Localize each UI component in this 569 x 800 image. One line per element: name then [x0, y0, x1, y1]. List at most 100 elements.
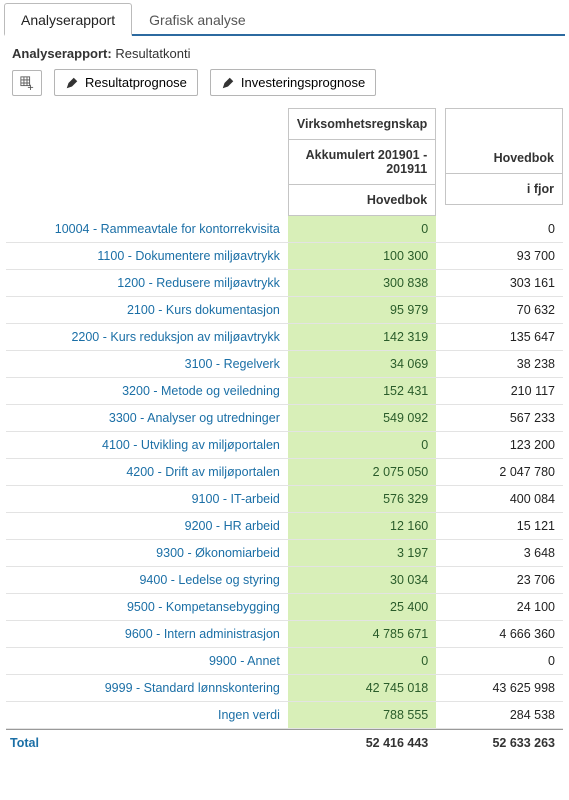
row-value-a: 4 785 671 [288, 621, 436, 648]
row-link[interactable]: 9500 - Kompetansebygging [127, 600, 280, 614]
row-value-b: 284 538 [445, 702, 563, 729]
table-row: 9200 - HR arbeid 12 160 15 121 [6, 513, 563, 540]
table-row: 9900 - Annet 00 [6, 648, 563, 675]
tab-grafisk-analyse[interactable]: Grafisk analyse [132, 3, 262, 34]
row-value-a: 788 555 [288, 702, 436, 729]
row-value-b: 24 100 [445, 594, 563, 621]
row-link[interactable]: Ingen verdi [218, 708, 280, 722]
row-value-a: 30 034 [288, 567, 436, 594]
row-link[interactable]: 9400 - Ledelse og styring [139, 573, 279, 587]
row-link[interactable]: 9999 - Standard lønnskontering [105, 681, 280, 695]
row-value-b: 400 084 [445, 486, 563, 513]
row-value-a: 95 979 [288, 297, 436, 324]
header-empty [6, 108, 288, 216]
col-b-header-line1: Hovedbok [446, 143, 562, 174]
add-column-button[interactable] [12, 70, 42, 96]
table-row: 9500 - Kompetansebygging 25 400 24 100 [6, 594, 563, 621]
pencil-icon [221, 76, 235, 90]
col-a-header: Virksomhetsregnskap Akkumulert 201901 - … [288, 108, 436, 216]
row-link[interactable]: 3100 - Regelverk [185, 357, 280, 371]
row-value-b: 0 [445, 216, 563, 243]
row-value-a: 300 838 [288, 270, 436, 297]
row-value-b: 303 161 [445, 270, 563, 297]
row-value-b: 4 666 360 [445, 621, 563, 648]
row-link[interactable]: 2100 - Kurs dokumentasjon [127, 303, 280, 317]
report-subheader-label: Analyserapport: [12, 46, 112, 61]
row-value-b: 3 648 [445, 540, 563, 567]
row-value-b: 2 047 780 [445, 459, 563, 486]
tab-analyserapport[interactable]: Analyserapport [4, 3, 132, 36]
col-b-header-line2: i fjor [446, 174, 562, 204]
table-row: Ingen verdi 788 555 284 538 [6, 702, 563, 729]
report-table-wrap: Virksomhetsregnskap Akkumulert 201901 - … [6, 108, 563, 756]
row-link[interactable]: 10004 - Rammeavtale for kontorrekvisita [55, 222, 280, 236]
row-value-a: 549 092 [288, 405, 436, 432]
table-row: 2200 - Kurs reduksjon av miljøavtrykk 142… [6, 324, 563, 351]
row-value-b: 210 117 [445, 378, 563, 405]
header-spacer [436, 108, 444, 216]
row-link[interactable]: 9300 - Økonomiarbeid [156, 546, 280, 560]
row-value-a: 0 [288, 216, 436, 243]
row-value-b: 23 706 [445, 567, 563, 594]
row-value-b: 123 200 [445, 432, 563, 459]
report-subheader-value: Resultatkonti [115, 46, 190, 61]
total-col-b: 52 633 263 [445, 729, 563, 756]
table-row: 1100 - Dokumentere miljøavtrykk 100 300 93… [6, 243, 563, 270]
row-link[interactable]: 1200 - Redusere miljøavtrykk [117, 276, 280, 290]
row-value-a: 25 400 [288, 594, 436, 621]
row-value-b: 43 625 998 [445, 675, 563, 702]
row-link[interactable]: 4200 - Drift av miljøportalen [126, 465, 280, 479]
row-link[interactable]: 1100 - Dokumentere miljøavtrykk [97, 249, 279, 263]
row-value-b: 135 647 [445, 324, 563, 351]
row-value-b: 567 233 [445, 405, 563, 432]
table-row: 9600 - Intern administrasjon 4 785 671 4 6… [6, 621, 563, 648]
table-row: 3200 - Metode og veiledning 152 431 210 11… [6, 378, 563, 405]
table-row: 3300 - Analyser og utredninger 549 092 567… [6, 405, 563, 432]
row-link[interactable]: 9200 - HR arbeid [185, 519, 280, 533]
table-row: 9300 - Økonomiarbeid 3 197 3 648 [6, 540, 563, 567]
col-a-header-line2: Akkumulert 201901 - 201911 [289, 140, 435, 185]
investeringsprognose-button[interactable]: Investeringsprognose [210, 69, 376, 96]
row-value-a: 0 [288, 432, 436, 459]
row-value-a: 12 160 [288, 513, 436, 540]
total-col-a: 52 416 443 [288, 729, 436, 756]
row-value-a: 152 431 [288, 378, 436, 405]
row-value-b: 0 [445, 648, 563, 675]
grid-plus-icon [20, 76, 34, 90]
row-value-a: 42 745 018 [288, 675, 436, 702]
col-a-header-line3: Hovedbok [289, 185, 435, 215]
table-row: 10004 - Rammeavtale for kontorrekvisita 0… [6, 216, 563, 243]
row-value-b: 93 700 [445, 243, 563, 270]
row-value-a: 100 300 [288, 243, 436, 270]
table-row: 4200 - Drift av miljøportalen 2 075 050 2 … [6, 459, 563, 486]
tab-strip: Analyserapport Grafisk analyse [4, 3, 565, 36]
row-value-b: 70 632 [445, 297, 563, 324]
row-value-a: 34 069 [288, 351, 436, 378]
row-link[interactable]: 9600 - Intern administrasjon [125, 627, 280, 641]
report-subheader: Analyserapport: Resultatkonti [12, 46, 557, 61]
table-row: 2100 - Kurs dokumentasjon 95 979 70 632 [6, 297, 563, 324]
row-value-a: 3 197 [288, 540, 436, 567]
total-label: Total [6, 729, 288, 756]
row-value-a: 142 319 [288, 324, 436, 351]
resultatprognose-label: Resultatprognose [85, 75, 187, 90]
row-link[interactable]: 4100 - Utvikling av miljøportalen [102, 438, 280, 452]
row-link[interactable]: 3300 - Analyser og utredninger [109, 411, 280, 425]
table-row: 9400 - Ledelse og styring 30 034 23 706 [6, 567, 563, 594]
total-row: Total 52 416 443 52 633 263 [6, 729, 563, 756]
row-value-a: 0 [288, 648, 436, 675]
table-row: 3100 - Regelverk 34 069 38 238 [6, 351, 563, 378]
row-value-b: 38 238 [445, 351, 563, 378]
row-link[interactable]: 9900 - Annet [209, 654, 280, 668]
resultatprognose-button[interactable]: Resultatprognose [54, 69, 198, 96]
table-row: 9999 - Standard lønnskontering 42 745 018… [6, 675, 563, 702]
row-link[interactable]: 9100 - IT-arbeid [192, 492, 280, 506]
row-link[interactable]: 3200 - Metode og veiledning [122, 384, 280, 398]
row-value-a: 2 075 050 [288, 459, 436, 486]
row-value-b: 15 121 [445, 513, 563, 540]
row-value-a: 576 329 [288, 486, 436, 513]
table-row: 4100 - Utvikling av miljøportalen 0 123 20… [6, 432, 563, 459]
col-b-header: Hovedbok i fjor [445, 108, 563, 205]
pencil-icon [65, 76, 79, 90]
row-link[interactable]: 2200 - Kurs reduksjon av miljøavtrykk [71, 330, 279, 344]
